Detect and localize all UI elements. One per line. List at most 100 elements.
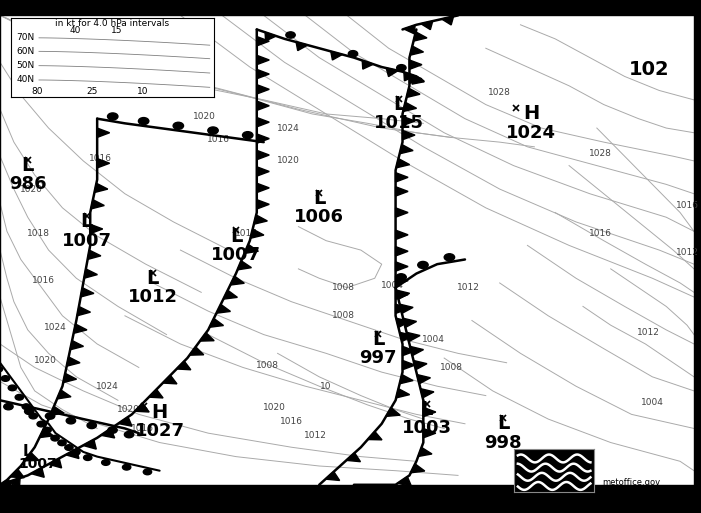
Text: 1016: 1016 — [89, 154, 112, 163]
Text: 1024: 1024 — [277, 124, 299, 132]
Polygon shape — [423, 407, 436, 417]
Polygon shape — [257, 167, 269, 176]
Polygon shape — [400, 332, 413, 342]
Polygon shape — [407, 88, 420, 97]
Circle shape — [8, 385, 17, 391]
Text: 1016: 1016 — [280, 417, 303, 426]
Text: 1007: 1007 — [19, 457, 57, 470]
Circle shape — [29, 413, 37, 419]
Text: L: L — [81, 212, 93, 231]
Text: 1020: 1020 — [117, 405, 139, 414]
Polygon shape — [189, 347, 204, 355]
Text: 1024: 1024 — [44, 323, 67, 332]
Text: L: L — [497, 415, 510, 433]
Polygon shape — [81, 288, 94, 297]
Text: 1004: 1004 — [381, 281, 404, 290]
Text: L: L — [22, 156, 34, 175]
Polygon shape — [411, 464, 425, 473]
Polygon shape — [402, 346, 415, 356]
Polygon shape — [149, 389, 163, 398]
Polygon shape — [414, 32, 427, 41]
Polygon shape — [74, 324, 87, 333]
Text: L: L — [230, 227, 242, 246]
Text: 1012: 1012 — [637, 328, 660, 337]
Polygon shape — [410, 346, 423, 356]
Polygon shape — [296, 42, 308, 51]
Circle shape — [4, 404, 13, 410]
Text: 1004: 1004 — [641, 398, 664, 407]
Polygon shape — [77, 306, 90, 316]
Polygon shape — [118, 417, 132, 426]
Polygon shape — [396, 290, 409, 299]
Polygon shape — [423, 428, 436, 438]
Polygon shape — [257, 55, 269, 65]
Polygon shape — [410, 46, 423, 55]
Text: 1020: 1020 — [34, 356, 57, 365]
Circle shape — [138, 117, 149, 125]
Polygon shape — [362, 61, 374, 69]
Circle shape — [64, 445, 73, 450]
Text: H: H — [151, 403, 168, 422]
Polygon shape — [395, 290, 408, 300]
Text: L: L — [421, 400, 433, 419]
Text: 1008: 1008 — [332, 283, 355, 292]
Text: 1008: 1008 — [332, 311, 355, 320]
Text: L: L — [313, 189, 325, 208]
Polygon shape — [395, 230, 408, 240]
Text: 1006: 1006 — [294, 208, 344, 226]
Polygon shape — [396, 389, 409, 398]
Polygon shape — [97, 128, 109, 137]
Text: metoffice.gov: metoffice.gov — [602, 478, 660, 487]
Polygon shape — [265, 32, 276, 41]
Circle shape — [348, 51, 358, 57]
Polygon shape — [63, 373, 76, 383]
Polygon shape — [257, 134, 269, 143]
Text: 102: 102 — [629, 60, 669, 79]
Circle shape — [143, 469, 151, 475]
Polygon shape — [403, 318, 416, 327]
Circle shape — [207, 127, 218, 134]
Polygon shape — [395, 187, 408, 196]
Text: 1007: 1007 — [62, 232, 111, 250]
Text: 1020: 1020 — [193, 112, 216, 121]
Text: 997: 997 — [360, 349, 397, 367]
Polygon shape — [400, 374, 413, 384]
Polygon shape — [358, 485, 372, 493]
Polygon shape — [257, 36, 269, 46]
Polygon shape — [88, 250, 101, 260]
Text: 80: 80 — [31, 87, 43, 95]
Polygon shape — [90, 224, 103, 233]
Polygon shape — [331, 51, 342, 60]
Polygon shape — [417, 374, 430, 384]
Polygon shape — [163, 376, 177, 384]
Text: 40N: 40N — [17, 75, 35, 85]
Polygon shape — [57, 390, 71, 399]
Polygon shape — [409, 60, 422, 69]
Text: 986: 986 — [9, 175, 46, 193]
Polygon shape — [414, 361, 427, 370]
Text: 1004: 1004 — [422, 335, 445, 344]
Text: 1008: 1008 — [440, 363, 463, 372]
Polygon shape — [83, 440, 96, 449]
Text: in kt for 4.0 hPa intervals: in kt for 4.0 hPa intervals — [55, 19, 169, 28]
Text: L: L — [147, 269, 159, 288]
Circle shape — [396, 274, 407, 281]
Polygon shape — [346, 453, 360, 462]
Circle shape — [173, 122, 184, 129]
Polygon shape — [84, 269, 97, 278]
Circle shape — [72, 449, 80, 455]
Polygon shape — [217, 304, 231, 313]
Text: L: L — [372, 330, 384, 349]
Polygon shape — [50, 406, 64, 416]
Polygon shape — [325, 471, 340, 481]
Text: 70N: 70N — [17, 33, 35, 43]
Text: 1027: 1027 — [135, 422, 184, 440]
Polygon shape — [48, 459, 62, 468]
Text: 10: 10 — [320, 382, 332, 391]
Polygon shape — [395, 173, 408, 182]
Text: 1016: 1016 — [32, 276, 55, 285]
Polygon shape — [25, 452, 39, 461]
Polygon shape — [397, 477, 411, 486]
Polygon shape — [97, 159, 109, 168]
Polygon shape — [224, 290, 238, 299]
